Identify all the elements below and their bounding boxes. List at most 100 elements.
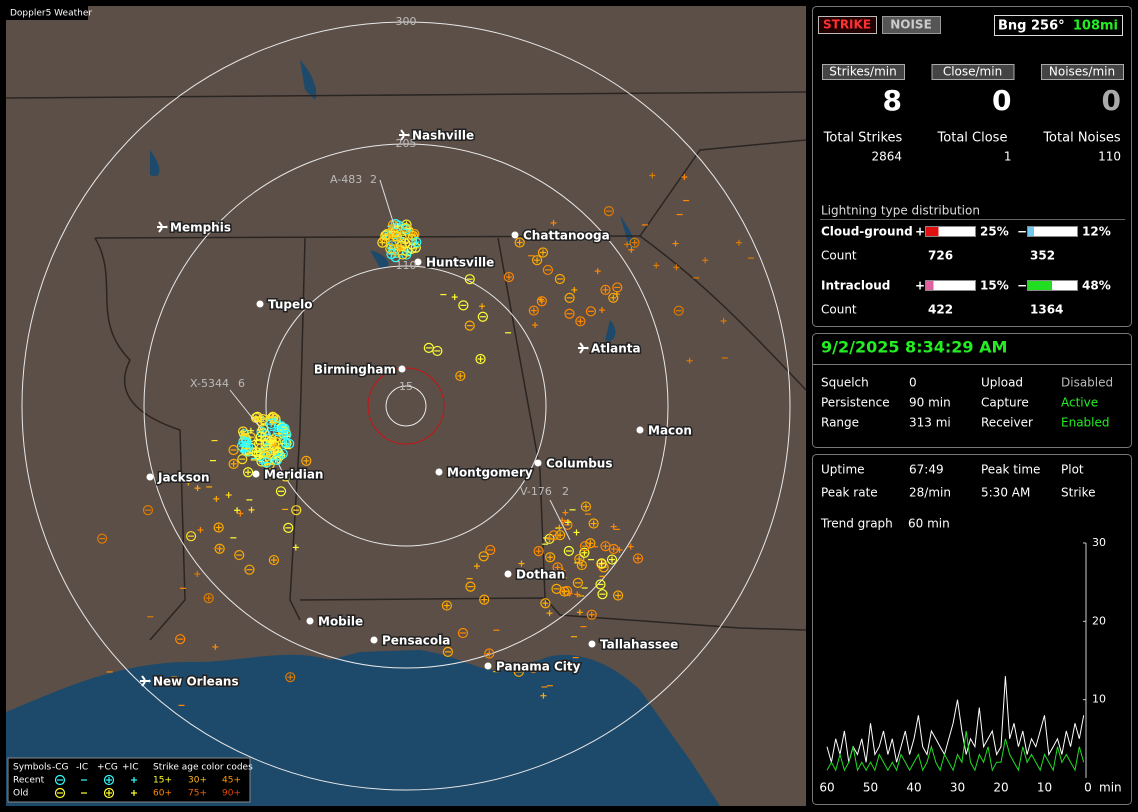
marker-line (549, 499, 571, 541)
x-tick-label: 20 (993, 781, 1008, 795)
trend-line (826, 676, 1085, 763)
strike-symbol (542, 264, 553, 276)
marker-count: 6 (238, 377, 245, 390)
strike-symbol (256, 456, 267, 467)
strike-symbol (237, 426, 249, 437)
marker-id: X-5344 (190, 377, 229, 390)
stat-item: Uptime (821, 463, 865, 477)
bar (926, 227, 939, 236)
rate-value: 0 (1102, 84, 1121, 117)
status-key: Capture (981, 396, 1029, 410)
strike-symbol (260, 440, 271, 451)
status-panel: 9/2/2025 8:34:29 AM Squelch 0 Upload Disabl… (812, 333, 1132, 448)
city-label: Pensacola (382, 634, 450, 648)
count-label: Count (821, 303, 857, 317)
status-rows: Squelch 0 Upload Disabled Persistence 90 min C… (821, 376, 1113, 430)
rate-button[interactable] (822, 64, 905, 80)
strike-symbol (400, 222, 411, 234)
strike-symbol (585, 538, 596, 549)
city-label: Mobile (318, 615, 363, 629)
rate-button[interactable] (931, 64, 1015, 80)
percent-label: 48% (1082, 279, 1111, 293)
strike-symbol (579, 541, 591, 552)
range-label: 15 (399, 380, 413, 393)
bar-track (1027, 280, 1078, 291)
status-value: 313 mi (909, 416, 951, 430)
radar-map[interactable]: Nashville Memphis Chattanooga Huntsville Tup… (6, 6, 806, 806)
legend-label: Strike age color codes (153, 763, 253, 773)
strike-symbol (441, 600, 452, 611)
strike-symbol (272, 447, 283, 458)
stat-item: Peak rate (821, 486, 878, 500)
legend-age: 45+ (222, 776, 241, 786)
strike-symbol (528, 662, 539, 673)
stat-item: 67:49 (909, 463, 944, 477)
strike-symbol (606, 554, 618, 565)
datetime: 9/2/2025 8:34:29 AM (821, 338, 1007, 357)
city-dot (588, 640, 596, 648)
type-name: Intracloud (821, 279, 890, 293)
strike-symbol (396, 241, 407, 252)
distribution: Cloud-ground Count + 25% 726 − 12% 352 Intraclou… (821, 225, 1111, 317)
strike-symbol (252, 411, 263, 422)
city-label: Nashville (412, 129, 474, 143)
legend-row: Recent (13, 776, 45, 786)
city-label: Tallahassee (600, 638, 678, 652)
strike-symbol (600, 541, 611, 552)
stat-item: Peak time (981, 463, 1040, 477)
total-value: 110 (1098, 150, 1121, 164)
strike-symbol (103, 774, 115, 786)
strike-symbol (268, 554, 279, 566)
strike-symbol (442, 646, 453, 657)
strike-symbol (277, 448, 288, 459)
city-dot (398, 365, 406, 373)
y-tick-label: 30 (1092, 536, 1106, 549)
strike-layer (96, 172, 755, 706)
strike-symbol (572, 577, 583, 588)
total-label: Total Noises (1042, 131, 1121, 146)
strike-button-label: STRIKE (823, 18, 871, 32)
strike-symbol (96, 533, 108, 544)
stat-item: 5:30 AM (981, 486, 1030, 500)
trend-graph: 10 20 30 60 50 40 30 20 10 0 min (819, 536, 1121, 795)
x-tick-label: 40 (906, 781, 921, 795)
strike-symbol (213, 522, 224, 533)
sign: − (1017, 279, 1027, 293)
strike-symbol (242, 467, 254, 478)
rate-button[interactable] (1041, 64, 1124, 80)
strike-symbol (464, 274, 475, 285)
bar (1028, 227, 1034, 236)
strike-symbol (603, 206, 614, 217)
city-dot (484, 662, 492, 670)
legend-age: 60+ (153, 789, 172, 799)
y-tick-label: 10 (1092, 693, 1106, 706)
legend: Symbols -CG -IC +CG +IC Strike age color… (7, 757, 253, 803)
strike-button[interactable] (818, 16, 877, 34)
strike-symbol (555, 530, 566, 541)
marker-count: 2 (562, 485, 569, 498)
strike-symbol (597, 589, 608, 600)
strike-symbol (54, 787, 66, 799)
count-value: 422 (928, 303, 953, 317)
strike-symbol (228, 444, 239, 456)
strike-symbol (503, 271, 515, 283)
map-title: Doppler5 Weather (10, 9, 92, 19)
strike-symbol (608, 292, 619, 303)
strike-symbol (554, 273, 565, 285)
state-borders (6, 91, 806, 641)
strike-symbol (185, 531, 197, 542)
noise-button[interactable] (882, 16, 941, 34)
city-label: Montgomery (447, 466, 533, 480)
strike-symbol (552, 562, 563, 573)
marker-line (229, 389, 263, 431)
city-dot (414, 258, 422, 266)
strike-symbol (255, 431, 267, 442)
x-tick-label: 60 (819, 781, 834, 795)
legend-column: +CG (97, 763, 118, 773)
x-tick-label: 10 (1037, 781, 1052, 795)
x-tick-label: 30 (950, 781, 965, 795)
status-key: Range (821, 416, 859, 430)
strike-symbol (478, 551, 489, 562)
strike-symbol (390, 226, 401, 237)
legend-age: 30+ (188, 776, 207, 786)
